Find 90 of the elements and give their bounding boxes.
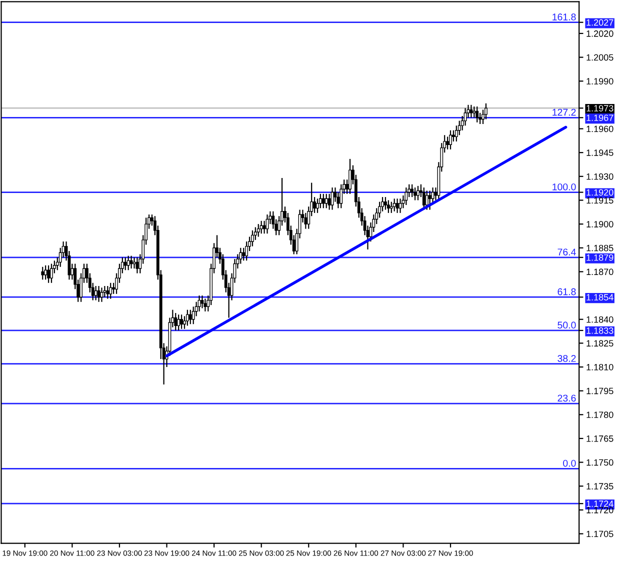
- y-tick-label: 1.1724: [586, 500, 614, 507]
- y-tick-label: 1.2005: [586, 54, 614, 61]
- y-tick-label: 1.2020: [586, 30, 614, 37]
- y-tick-label: 1.1705: [586, 530, 614, 538]
- candlestick: [449, 130, 452, 150]
- candlestick: [94, 285, 98, 301]
- candlestick: [304, 212, 308, 230]
- y-tick-label: 1.1885: [586, 244, 614, 252]
- candlestick: [103, 285, 106, 298]
- candlestick: [47, 264, 50, 284]
- candlestick: [180, 314, 183, 330]
- y-tick-label: 1.1854: [586, 294, 614, 300]
- y-tick-label: 1.1900: [586, 221, 614, 228]
- candlestick: [256, 223, 260, 238]
- candlestick: [472, 106, 476, 118]
- annotation: 0.0: [563, 460, 576, 467]
- y-tick-label: 1.1795: [586, 388, 614, 394]
- candlestick: [484, 102, 488, 120]
- candlestick: [313, 196, 316, 214]
- annotation: 61.8: [558, 288, 576, 296]
- candlestick: [177, 314, 180, 332]
- y-tick-label: 1.1920: [586, 189, 614, 196]
- y-tick-label: 1.1735: [586, 483, 614, 490]
- candlestick: [124, 256, 127, 271]
- annotation: 23.6: [558, 394, 576, 402]
- candlestick: [386, 200, 390, 214]
- candlestick: [239, 247, 242, 264]
- candlestick: [106, 285, 110, 300]
- candlestick: [200, 294, 204, 309]
- y-tick-label: 1.1780: [586, 412, 614, 418]
- annotation: 76.4: [558, 248, 576, 256]
- candlestick: [428, 190, 432, 210]
- candlestick: [396, 198, 399, 214]
- candlestick: [41, 266, 44, 280]
- y-tick-label: 1.1879: [586, 254, 614, 261]
- candlestick: [425, 190, 428, 210]
- candlestick: [316, 198, 319, 214]
- y-tick-label: 1.1945: [586, 150, 614, 156]
- candlestick: [416, 185, 420, 201]
- candlestick: [245, 240, 248, 262]
- candlestick: [348, 158, 352, 194]
- candlestick: [404, 186, 408, 206]
- candlestick: [136, 256, 139, 274]
- candlestick: [50, 263, 53, 284]
- y-tick-label: 1.1825: [586, 340, 614, 347]
- candlestick: [188, 309, 192, 325]
- candlestick: [476, 106, 479, 123]
- candlestick: [44, 264, 48, 280]
- candlestick: [242, 247, 246, 262]
- candlestick: [192, 306, 195, 325]
- candlestick: [174, 312, 178, 332]
- annotation: 38.2: [558, 355, 576, 362]
- y-tick-label: 1.1973: [586, 105, 614, 112]
- candlestick: [186, 309, 189, 326]
- candlestick: [204, 298, 207, 312]
- annotation: 127.2: [552, 108, 576, 116]
- y-tick-label: 1.1750: [586, 459, 614, 466]
- candlestick: [130, 255, 133, 270]
- y-tick-label: 1.1967: [586, 114, 614, 121]
- candlestick: [390, 201, 393, 214]
- candlestick: [414, 186, 416, 201]
- candlestick: [470, 104, 473, 118]
- candlestick: [324, 193, 328, 209]
- y-tick-label: 1.1915: [586, 197, 614, 204]
- y-tick-label: 1.2027: [586, 19, 614, 26]
- candlestick: [454, 125, 458, 142]
- candlestick: [319, 193, 322, 209]
- candlestick: [109, 282, 112, 300]
- annotation: 161.8: [552, 14, 576, 20]
- y-tick-label: 1.1930: [586, 173, 614, 180]
- candlestick: [410, 184, 414, 198]
- annotation: 50.0: [558, 322, 576, 329]
- candlestick: [126, 255, 130, 271]
- candlestick: [260, 220, 263, 234]
- y-tick-label: 1.1960: [586, 126, 614, 132]
- candlestick: [384, 196, 387, 210]
- y-tick-label: 1.1840: [586, 316, 614, 323]
- y-tick-label: 1.1810: [586, 364, 614, 370]
- candlestick: [452, 130, 455, 142]
- annotation: 100.0: [552, 183, 576, 190]
- candlestick: [446, 136, 450, 150]
- y-tick-label: 1.1765: [586, 435, 614, 442]
- candlestick: [340, 184, 343, 209]
- y-tick-label: 1.1870: [586, 268, 614, 276]
- candlestick: [336, 192, 340, 209]
- candlestick: [251, 230, 254, 247]
- candlestick: [392, 198, 396, 212]
- y-tick-label: 1.1990: [586, 78, 614, 84]
- candlestick: [322, 193, 325, 209]
- y-tick-label: 1.1833: [586, 327, 614, 334]
